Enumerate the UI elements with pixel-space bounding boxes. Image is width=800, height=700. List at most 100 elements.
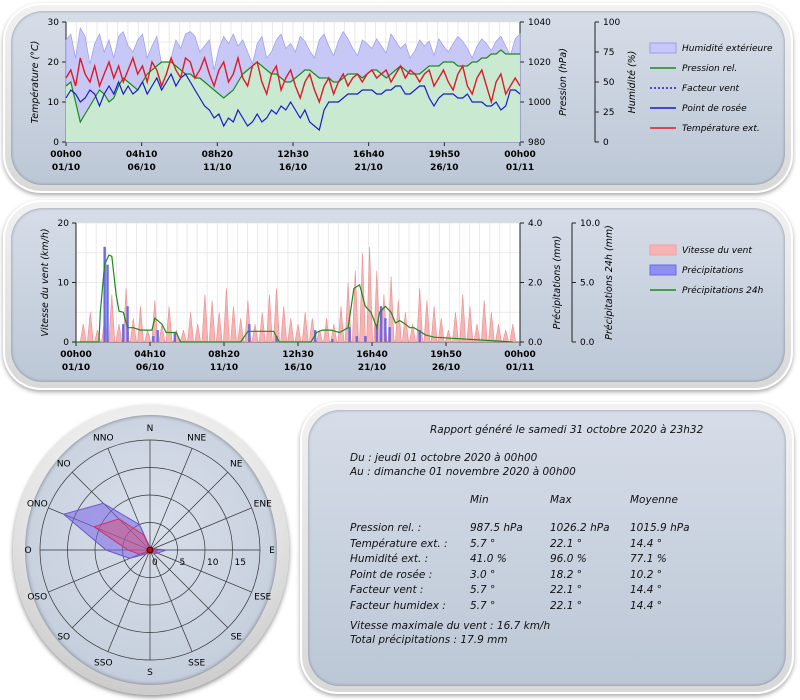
report-row-min: 5.7 ° <box>470 599 496 612</box>
report-total-rain: Total précipitations : 17.9 mm <box>350 634 508 646</box>
y-left-axis-label: Vitesse du vent (km/h) <box>40 228 51 336</box>
report-row-max: 1026.2 hPa <box>550 522 610 534</box>
y-right1-tick-label: 1000 <box>528 98 551 108</box>
y-left-tick-label: 10 <box>58 279 70 289</box>
rain-bar <box>375 324 378 342</box>
y-right1-tick-label: 1020 <box>528 58 551 68</box>
report-row-label: Point de rosée : <box>350 568 433 581</box>
legend-label: Facteur vent <box>682 84 740 94</box>
y-left-tick-label: 10 <box>48 98 60 108</box>
report-row-max: 22.1 ° <box>550 537 582 550</box>
rain-bar <box>126 306 129 342</box>
rain-24h-line <box>76 254 513 343</box>
x-tick-date: 16/10 <box>284 363 312 373</box>
y-right1-tick-label: 1040 <box>528 18 551 28</box>
x-tick-time: 12h30 <box>277 150 308 160</box>
legend-label: Humidité extérieure <box>682 43 773 54</box>
y-right2-tick-label: 0.0 <box>580 338 595 348</box>
x-tick-time: 08h20 <box>208 350 239 360</box>
y-right1-axis-label: Précipitations (mm) <box>552 236 563 330</box>
direction-label: ESE <box>254 593 271 603</box>
radar-spoke <box>149 507 252 551</box>
radar-spoke <box>149 549 193 652</box>
x-tick-time: 16h40 <box>356 350 387 360</box>
direction-label: SSO <box>94 659 113 669</box>
radar-spoke <box>149 448 193 551</box>
radial-tick-label: 0 <box>152 558 158 568</box>
legend-swatch <box>649 264 677 276</box>
legend-label: Précipitations <box>682 265 744 276</box>
x-tick-date: 01/10 <box>52 163 80 173</box>
report-row-max: 22.1 ° <box>550 584 582 596</box>
x-tick-date: 26/10 <box>430 163 458 173</box>
x-tick-time: 08h20 <box>202 150 233 160</box>
y-right2-tick-label: 10.0 <box>580 219 600 229</box>
y-right2-tick-label: 50 <box>603 78 615 88</box>
legend-swatch-humidity <box>649 42 677 54</box>
radial-tick-label: 15 <box>235 558 246 568</box>
y-right1-tick-label: 0.0 <box>528 338 543 348</box>
report-panel-inner <box>308 410 786 686</box>
y-left-tick-label: 0 <box>53 138 59 148</box>
report-row-avg: 14.4 ° <box>630 599 662 612</box>
legend-label: Point de rosée <box>682 103 747 114</box>
y-right2-axis-label: Humidité (%) <box>627 51 638 114</box>
y-right2-tick-label: 25 <box>603 108 614 118</box>
y-right2-tick-label: 100 <box>603 18 620 28</box>
wind-speed-area <box>76 246 520 343</box>
x-tick-date: 06/10 <box>127 163 155 173</box>
y-right2-axis-label: Précipitations 24h (mm) <box>604 225 615 340</box>
report-row-avg: 14.4 ° <box>630 537 662 550</box>
y-right1-tick-label: 980 <box>528 138 545 148</box>
report-row-max: 18.2 ° <box>550 568 582 581</box>
y-left-tick-label: 20 <box>48 58 60 68</box>
x-tick-time: 19h50 <box>429 150 460 160</box>
report-row-avg: 10.2 ° <box>630 568 662 581</box>
y-left-tick-label: 30 <box>48 18 60 28</box>
report-row-label: Humidité ext. : <box>350 553 429 565</box>
rain-bar <box>348 327 351 342</box>
report-panel <box>300 402 794 694</box>
y-right1-axis-label: Pression (hPa) <box>558 48 569 116</box>
x-tick-time: 12h30 <box>282 350 313 360</box>
radial-tick-label: 5 <box>180 558 186 568</box>
direction-label: NE <box>230 460 243 470</box>
report-max-wind: Vitesse maximale du vent : 16.7 km/h <box>350 620 551 632</box>
x-tick-date: 11/10 <box>210 363 238 373</box>
report-row-min: 3.0 ° <box>470 568 496 581</box>
report-from: Du : jeudi 01 octobre 2020 à 00h00 <box>350 452 538 464</box>
legend-label: Température ext. <box>682 123 760 134</box>
radial-tick-label: 10 <box>207 558 219 568</box>
report-row-max: 22.1 ° <box>550 599 582 612</box>
x-tick-time: 00h00 <box>504 150 535 160</box>
y-right1-tick-label: 2.0 <box>528 279 543 289</box>
dew-point-line <box>65 72 521 132</box>
rain-bar <box>106 264 109 342</box>
legend-label: Vitesse du vent <box>682 246 752 256</box>
rain-bar <box>418 330 421 342</box>
direction-label: E <box>269 546 275 556</box>
rain-bar <box>364 336 367 342</box>
rain-bar <box>103 246 106 342</box>
center-marker <box>146 546 154 554</box>
direction-label: OSO <box>27 593 47 603</box>
direction-label: S <box>147 668 153 678</box>
x-tick-time: 04h10 <box>126 150 157 160</box>
legend-label: Pression rel. <box>682 64 737 74</box>
radar-spoke <box>149 549 229 629</box>
direction-label: O <box>24 546 31 556</box>
x-tick-date: 21/10 <box>354 163 382 173</box>
legend-label: Précipitations 24h <box>682 285 764 296</box>
report-row-avg: 14.4 ° <box>630 584 662 596</box>
x-tick-date: 01/10 <box>62 363 90 373</box>
rain-bar <box>275 336 278 342</box>
direction-label: N <box>147 424 154 434</box>
rain-bar <box>384 318 387 342</box>
report-row-avg: 77.1 % <box>630 553 667 565</box>
report-row-label: Pression rel. : <box>350 522 422 534</box>
rain-bar <box>173 333 177 342</box>
direction-label: NNE <box>187 433 206 443</box>
